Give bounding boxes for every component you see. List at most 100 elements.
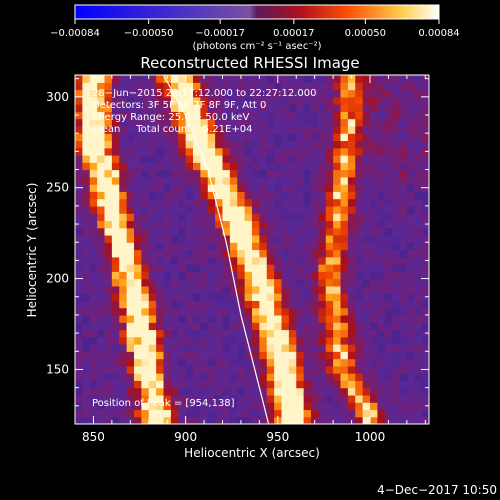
heatmap-cell <box>104 329 113 338</box>
heatmap-cell <box>355 307 364 316</box>
heatmap-cell <box>222 234 231 243</box>
heatmap-cell <box>377 336 386 345</box>
heatmap-cell <box>318 140 327 149</box>
heatmap-cell <box>266 96 275 105</box>
heatmap-cell <box>377 380 386 389</box>
heatmap-cell <box>89 351 98 360</box>
heatmap-cell <box>141 104 150 112</box>
heatmap-cell <box>347 133 356 142</box>
heatmap-cell <box>82 394 91 403</box>
heatmap-cell <box>318 409 327 418</box>
heatmap-cell <box>193 154 201 163</box>
heatmap-cell <box>318 394 327 403</box>
heatmap-cell <box>259 89 268 98</box>
heatmap-cell <box>274 234 283 243</box>
heatmap-cell <box>392 278 401 287</box>
heatmap-cell <box>237 409 246 418</box>
heatmap-cell <box>207 111 216 120</box>
heatmap-cell <box>347 118 356 127</box>
heatmap-cell <box>141 409 150 418</box>
heatmap-cell <box>252 82 260 91</box>
heatmap-cell <box>355 118 364 127</box>
heatmap-cell <box>163 380 172 389</box>
heatmap-cell <box>259 307 268 316</box>
heatmap-cell <box>318 220 327 229</box>
heatmap-cell <box>362 344 371 352</box>
heatmap-cell <box>274 169 283 178</box>
heatmap-cell <box>303 300 312 309</box>
heatmap-cell <box>111 271 120 280</box>
heatmap-cell <box>89 133 98 142</box>
heatmap-cell <box>148 256 157 265</box>
heatmap-cell <box>311 336 319 345</box>
heatmap-cell <box>134 278 142 287</box>
heatmap-cell <box>207 234 216 243</box>
heatmap-cell <box>325 387 334 396</box>
heatmap-cell <box>259 133 268 142</box>
heatmap-cell <box>266 162 275 171</box>
heatmap-cell <box>406 118 415 127</box>
heatmap-cell <box>384 205 393 214</box>
heatmap-cell <box>141 285 150 294</box>
heatmap-cell <box>281 82 290 91</box>
heatmap-cell <box>377 409 386 418</box>
heatmap-cell <box>185 351 194 360</box>
heatmap-cell <box>126 300 135 309</box>
info-line-time: 28−Jun−2015 22:17:12.000 to 22:27:12.000 <box>92 88 317 99</box>
heatmap-cell <box>259 271 268 280</box>
heatmap-cell <box>274 314 283 323</box>
heatmap-cell <box>274 162 283 171</box>
heatmap-cell <box>370 75 378 83</box>
heatmap-cell <box>111 314 120 323</box>
heatmap-cell <box>318 329 327 338</box>
heatmap-cell <box>244 140 253 149</box>
heatmap-cell <box>355 198 364 207</box>
heatmap-cell <box>414 242 423 251</box>
heatmap-cell <box>163 271 172 280</box>
heatmap-cell <box>119 169 128 178</box>
heatmap-cell <box>119 271 128 280</box>
heatmap-cell <box>200 307 209 316</box>
heatmap-cell <box>134 176 142 185</box>
heatmap-cell <box>333 162 342 171</box>
heatmap-cell <box>200 409 209 418</box>
heatmap-cell <box>75 242 83 251</box>
heatmap-cell <box>281 89 290 98</box>
heatmap-cell <box>229 373 238 381</box>
heatmap-cell <box>355 329 364 338</box>
heatmap-cell <box>355 162 364 171</box>
heatmap-cell <box>414 409 423 418</box>
heatmap-cell <box>97 96 106 105</box>
heatmap-cell <box>119 336 128 345</box>
heatmap-cell <box>406 358 415 367</box>
heatmap-cell <box>384 118 393 127</box>
x-tick-label: 900 <box>174 430 197 444</box>
heatmap-cell <box>406 234 415 243</box>
heatmap-cell <box>296 205 305 214</box>
heatmap-cell <box>259 220 268 229</box>
heatmap-cell <box>244 242 253 251</box>
heatmap-cell <box>399 387 408 396</box>
heatmap-cell <box>126 82 135 91</box>
heatmap-cell <box>237 336 246 345</box>
heatmap-cell <box>325 351 334 360</box>
heatmap-cell <box>266 75 275 83</box>
heatmap-cell <box>252 373 260 381</box>
heatmap-cell <box>134 249 142 258</box>
colorbar-ticks: −0.00084 −0.00050 −0.00017 0.00017 0.00050 0.… <box>50 19 460 39</box>
heatmap-cell <box>274 154 283 163</box>
heatmap-cell <box>193 96 201 105</box>
heatmap-cell <box>370 300 378 309</box>
heatmap-cell <box>97 264 106 272</box>
heatmap-cell <box>97 285 106 294</box>
heatmap-cell <box>193 220 201 229</box>
heatmap-cell <box>141 147 150 156</box>
heatmap-cell <box>252 249 260 258</box>
colorbar-tick-label: −0.00017 <box>195 28 245 39</box>
heatmap-grid <box>75 75 429 424</box>
heatmap-cell <box>362 329 371 338</box>
heatmap-cell <box>141 118 150 127</box>
heatmap-cell <box>222 227 231 236</box>
heatmap-cell <box>237 329 246 338</box>
